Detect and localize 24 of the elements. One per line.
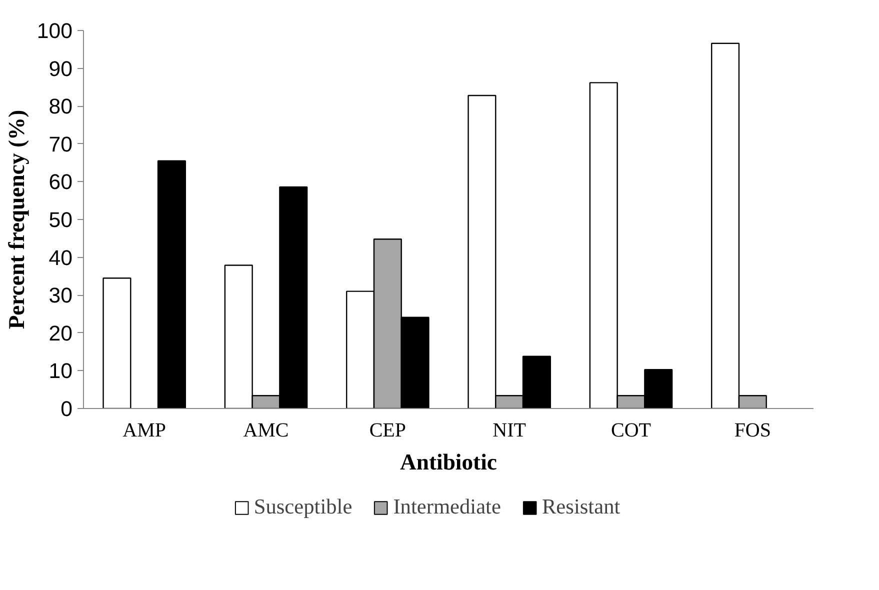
x-tick-label: NIT <box>492 420 526 442</box>
x-tick-label: AMP <box>122 420 166 442</box>
x-tick-label: COT <box>611 420 651 442</box>
x-tick-label: CEP <box>369 420 406 442</box>
y-tick-label: 60 <box>48 170 73 194</box>
y-tick-label: 30 <box>48 284 73 308</box>
legend-label: Resistant <box>542 494 620 520</box>
y-tick-label: 80 <box>48 94 73 119</box>
y-tick-label: 70 <box>48 132 73 156</box>
y-axis-title: Percent frequency (%) <box>4 110 29 330</box>
x-tick-label: AMC <box>243 420 289 442</box>
y-tick-label: 10 <box>48 359 73 384</box>
y-tick-label: 50 <box>48 208 73 232</box>
y-tick-label: 0 <box>60 397 73 421</box>
y-tick-label: 40 <box>48 246 73 270</box>
legend-label: Intermediate <box>393 494 501 520</box>
bar <box>102 277 132 408</box>
x-tick-label: FOS <box>734 420 772 442</box>
y-tick-label: 100 <box>36 19 73 43</box>
y-tick-label: 90 <box>48 56 73 81</box>
x-axis-title: Antibiotic <box>400 450 497 474</box>
legend-label: Susceptible <box>254 494 352 520</box>
y-tick-label: 20 <box>48 321 73 346</box>
bar <box>157 160 186 408</box>
